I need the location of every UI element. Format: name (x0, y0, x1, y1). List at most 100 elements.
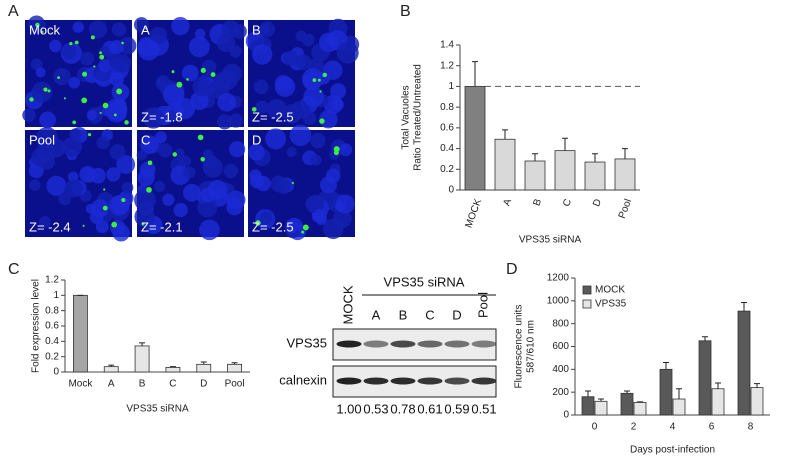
nucleus (248, 143, 265, 161)
error-bar (502, 129, 508, 140)
blot-header: VPS35 siRNA (384, 274, 465, 289)
error-bar (200, 361, 207, 365)
x-axis-label: Days post-infection (630, 445, 715, 456)
nucleus (106, 167, 121, 182)
tile-label: B (252, 22, 261, 37)
panel-label: C (8, 261, 20, 278)
nucleus (286, 221, 299, 234)
nucleus (133, 17, 149, 33)
x-tick-label: C (169, 379, 176, 390)
bar (698, 340, 712, 416)
fluorescent-spot (93, 65, 96, 68)
nucleus (99, 46, 110, 57)
tile-label: D (252, 132, 261, 147)
nucleus (72, 21, 84, 33)
fluorescent-spot (172, 152, 178, 157)
nucleus (274, 76, 296, 98)
y-axis-label: 587/610 nm (526, 320, 537, 373)
blot-band (336, 377, 362, 385)
fluorescent-spot (322, 72, 327, 78)
lane-label: Pool (475, 292, 490, 318)
x-tick-label: MOCK (463, 197, 484, 229)
tile-label: Mock (29, 22, 61, 37)
error-bar (585, 390, 591, 397)
nucleus (109, 72, 124, 87)
nucleus (302, 71, 322, 91)
fluorescent-spot (99, 111, 102, 114)
error-bar (169, 366, 176, 368)
y-tick-label: 1.2 (440, 60, 454, 71)
nucleus (174, 148, 185, 159)
error-bar (676, 388, 682, 400)
fluorescent-spot (35, 22, 40, 28)
fluorescent-spot (251, 107, 257, 112)
quantification: 0.51 (471, 401, 496, 416)
nucleus (109, 57, 123, 70)
fluorescent-spot (302, 224, 309, 231)
bar (494, 138, 516, 191)
nucleus (109, 40, 124, 55)
y-tick-label: 0.6 (45, 321, 59, 332)
nucleus (173, 202, 188, 218)
nucleus (310, 154, 322, 166)
lane-label: B (399, 307, 408, 322)
fluorescent-spot (176, 81, 183, 88)
blot-band (390, 340, 416, 348)
quantification: 1.00 (336, 401, 361, 416)
x-tick-label: D (591, 198, 604, 209)
nucleus (35, 67, 46, 78)
y-tick-label: 0.2 (45, 351, 59, 362)
nucleus (64, 179, 83, 198)
tile-z-score: Z= -1.8 (141, 109, 183, 124)
fluorescent-spot (87, 132, 92, 137)
nucleus (29, 179, 41, 191)
bar (134, 345, 150, 373)
blot-band (363, 340, 389, 348)
nucleus (153, 180, 165, 193)
error-bar (592, 153, 598, 163)
nucleus (217, 114, 233, 130)
lane-label: MOCK (340, 285, 355, 324)
x-axis-label: VPS35 siRNA (519, 235, 582, 246)
panel-label: D (506, 261, 518, 278)
nucleus (139, 161, 156, 178)
nucleus (200, 187, 216, 203)
nucleus (69, 128, 81, 140)
blot-band (363, 377, 389, 385)
bar (464, 86, 486, 191)
nucleus (249, 174, 264, 189)
bar (633, 402, 647, 416)
error-bar (139, 342, 146, 346)
nucleus (223, 163, 238, 179)
fluorescent-spot (197, 134, 204, 141)
fluorescent-spot (145, 27, 148, 30)
nucleus (171, 16, 190, 36)
error-bar (624, 390, 630, 394)
y-tick-label: 0 (53, 367, 59, 378)
fluorescent-spot (333, 146, 340, 153)
nucleus (38, 216, 51, 228)
fluorescent-spot (41, 30, 44, 34)
nucleus (310, 132, 326, 149)
blot-band (444, 377, 470, 385)
fluorescent-spot (102, 102, 109, 109)
nucleus (194, 28, 206, 40)
nucleus (319, 109, 338, 129)
fluorescent-spot (69, 42, 73, 46)
bar (524, 160, 546, 191)
fluorescent-spot (74, 40, 79, 45)
tile-label: A (141, 22, 150, 37)
y-tick-label: 200 (552, 387, 569, 398)
nucleus (30, 58, 43, 71)
bar (103, 366, 119, 373)
error-bar (562, 137, 568, 151)
lane-label: A (372, 307, 381, 322)
nucleus (105, 98, 128, 121)
x-tick-label: A (501, 197, 514, 207)
nucleus (336, 41, 359, 64)
nucleus (265, 128, 287, 150)
nucleus (46, 175, 67, 196)
x-tick-label: A (108, 379, 115, 390)
tile-z-score: Z= -2.4 (29, 219, 71, 234)
nucleus (80, 51, 95, 66)
